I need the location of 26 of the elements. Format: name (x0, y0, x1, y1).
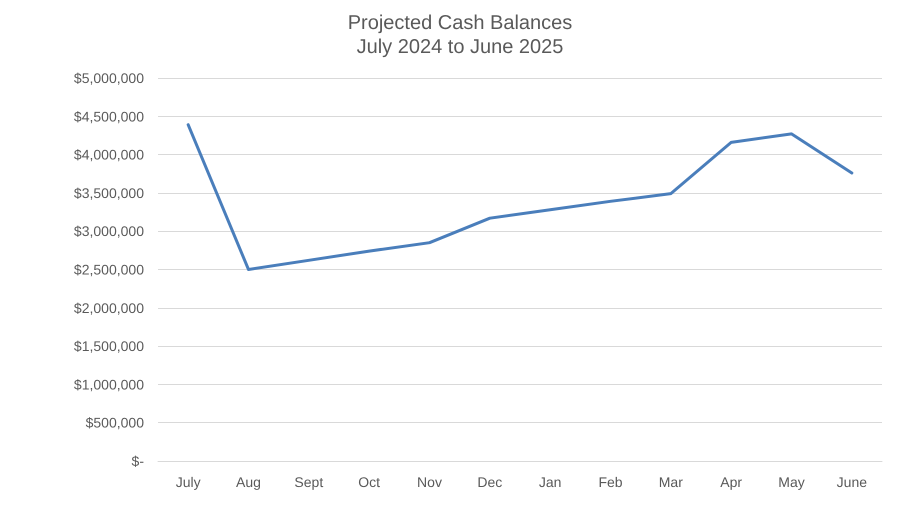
x-tick-label: Feb (598, 474, 623, 490)
y-tick-label: $5,000,000 (74, 70, 144, 86)
x-tick-label: Jan (538, 474, 562, 490)
y-tick-label: $500,000 (86, 414, 144, 431)
y-tick-label: $4,500,000 (74, 108, 144, 124)
x-tick-label: Oct (358, 474, 380, 490)
y-tick-label: $1,000,000 (74, 376, 144, 392)
y-tick-label: $3,500,000 (74, 184, 144, 201)
chart-subtitle: July 2024 to June 2025 (356, 36, 564, 58)
x-tick-label: Mar (658, 474, 684, 490)
y-tick-label: $2,500,000 (74, 262, 144, 278)
y-tick-label: $4,000,000 (74, 146, 144, 163)
x-tick-label: May (778, 474, 805, 490)
x-tick-label: Sept (294, 474, 324, 490)
x-tick-label: June (836, 474, 868, 490)
x-tick-label: Dec (477, 474, 502, 490)
y-tick-label: $- (132, 453, 144, 469)
x-tick-label: Nov (417, 474, 442, 490)
y-tick-label: $2,000,000 (74, 300, 144, 316)
y-tick-label: $3,000,000 (74, 223, 144, 240)
x-tick-label: Aug (236, 474, 261, 490)
x-tick-label: Apr (720, 474, 742, 490)
line-series (186, 123, 854, 271)
x-tick-label: July (176, 474, 201, 490)
y-tick-label: $1,500,000 (74, 338, 144, 354)
chart-title: Projected Cash Balances (348, 12, 572, 34)
